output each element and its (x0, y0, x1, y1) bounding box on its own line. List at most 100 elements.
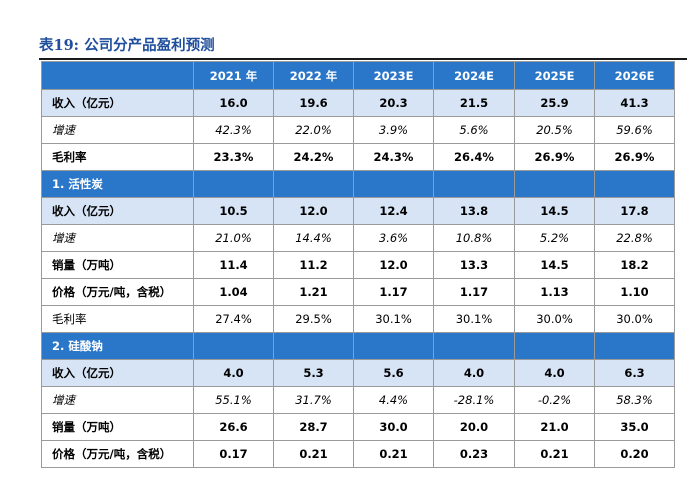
table-cell: 20.0 (433, 413, 515, 441)
table-cell: 1.10 (594, 278, 675, 306)
table-cell: 19.6 (273, 89, 354, 117)
table-cell: 4.0 (193, 359, 274, 387)
table-cell: 1.21 (273, 278, 354, 306)
table-cell: 0.17 (193, 440, 274, 468)
title-rule (39, 58, 687, 60)
table-cell: 13.8 (433, 197, 515, 225)
section-cell (353, 332, 434, 360)
table-cell: 10.5 (193, 197, 274, 225)
section-cell (514, 332, 595, 360)
header-corner (41, 61, 194, 90)
row-label: 收入（亿元） (41, 197, 194, 225)
table-cell: 12.0 (273, 197, 354, 225)
section-label: 1. 活性炭 (41, 170, 194, 198)
table-cell: 5.3 (273, 359, 354, 387)
table-body: 2021 年 2022 年 2023E 2024E 2025E 2026E 收入… (41, 61, 675, 468)
table-cell: 55.1% (193, 386, 274, 414)
table-cell: 1.17 (433, 278, 515, 306)
section-cell (594, 332, 675, 360)
section-cell (273, 332, 354, 360)
table-cell: 12.0 (353, 251, 434, 279)
table-cell: -0.2% (514, 386, 595, 414)
section-cell (433, 332, 515, 360)
header-row: 2021 年 2022 年 2023E 2024E 2025E 2026E (41, 61, 675, 90)
table-cell: 11.4 (193, 251, 274, 279)
table-cell: 5.6 (353, 359, 434, 387)
row-label: 价格（万元/吨，含税） (41, 440, 194, 468)
row-label: 销量（万吨） (41, 413, 194, 441)
section-cell (514, 170, 595, 198)
table-cell: 26.9% (594, 143, 675, 171)
row-label: 销量（万吨） (41, 251, 194, 279)
table-row: 增速 42.3% 22.0% 3.9% 5.6% 20.5% 59.6% (41, 116, 675, 144)
table-cell: 30.1% (433, 305, 515, 333)
table-cell: 24.2% (273, 143, 354, 171)
table-cell: 23.3% (193, 143, 274, 171)
table-cell: 21.5 (433, 89, 515, 117)
table-cell: 30.0% (514, 305, 595, 333)
table-cell: 14.5 (514, 251, 595, 279)
table-cell: 26.4% (433, 143, 515, 171)
row-label: 毛利率 (41, 143, 194, 171)
row-label: 收入（亿元） (41, 89, 194, 117)
table-row: 收入（亿元） 4.0 5.3 5.6 4.0 4.0 6.3 (41, 359, 675, 387)
table-cell: 12.4 (353, 197, 434, 225)
table-cell: 6.3 (594, 359, 675, 387)
table-row: 增速 55.1% 31.7% 4.4% -28.1% -0.2% 58.3% (41, 386, 675, 414)
table-cell: 3.6% (353, 224, 434, 252)
table-cell: 26.9% (514, 143, 595, 171)
table-cell: 1.13 (514, 278, 595, 306)
table-row: 销量（万吨） 26.6 28.7 30.0 20.0 21.0 35.0 (41, 413, 675, 441)
table-cell: 41.3 (594, 89, 675, 117)
table-cell: 5.6% (433, 116, 515, 144)
table-cell: 26.6 (193, 413, 274, 441)
section-cell (193, 170, 274, 198)
table-cell: -28.1% (433, 386, 515, 414)
table-cell: 22.8% (594, 224, 675, 252)
table-cell: 5.2% (514, 224, 595, 252)
table-cell: 16.0 (193, 89, 274, 117)
row-label: 增速 (41, 386, 194, 414)
table-cell: 27.4% (193, 305, 274, 333)
col-header: 2024E (433, 61, 515, 90)
table-cell: 22.0% (273, 116, 354, 144)
table-row: 价格（万元/吨，含税） 1.04 1.21 1.17 1.17 1.13 1.10 (41, 278, 675, 306)
table-cell: 3.9% (353, 116, 434, 144)
table-cell: 4.4% (353, 386, 434, 414)
table-cell: 20.3 (353, 89, 434, 117)
table-cell: 14.4% (273, 224, 354, 252)
col-header: 2025E (514, 61, 595, 90)
table-cell: 31.7% (273, 386, 354, 414)
table-row: 收入（亿元） 16.0 19.6 20.3 21.5 25.9 41.3 (41, 89, 675, 117)
table-cell: 4.0 (514, 359, 595, 387)
table-cell: 4.0 (433, 359, 515, 387)
table-cell: 42.3% (193, 116, 274, 144)
table-row: 毛利率 27.4% 29.5% 30.1% 30.1% 30.0% 30.0% (41, 305, 675, 333)
section-row: 1. 活性炭 (41, 170, 675, 198)
row-label: 毛利率 (41, 305, 194, 333)
col-header: 2026E (594, 61, 675, 90)
section-cell (273, 170, 354, 198)
table-cell: 0.20 (594, 440, 675, 468)
table-cell: 20.5% (514, 116, 595, 144)
table-cell: 25.9 (514, 89, 595, 117)
forecast-table: 2021 年 2022 年 2023E 2024E 2025E 2026E 收入… (41, 61, 675, 468)
table-row: 收入（亿元） 10.5 12.0 12.4 13.8 14.5 17.8 (41, 197, 675, 225)
table-row: 销量（万吨） 11.4 11.2 12.0 13.3 14.5 18.2 (41, 251, 675, 279)
row-label: 价格（万元/吨，含税） (41, 278, 194, 306)
row-label: 增速 (41, 224, 194, 252)
table-cell: 59.6% (594, 116, 675, 144)
table-cell: 24.3% (353, 143, 434, 171)
col-header: 2021 年 (193, 61, 274, 90)
table-cell: 13.3 (433, 251, 515, 279)
table-cell: 30.0% (594, 305, 675, 333)
table-cell: 1.04 (193, 278, 274, 306)
table-cell: 11.2 (273, 251, 354, 279)
table-cell: 35.0 (594, 413, 675, 441)
table-cell: 1.17 (353, 278, 434, 306)
table-cell: 18.2 (594, 251, 675, 279)
col-header: 2023E (353, 61, 434, 90)
table-cell: 28.7 (273, 413, 354, 441)
table-cell: 0.23 (433, 440, 515, 468)
table-row: 毛利率 23.3% 24.2% 24.3% 26.4% 26.9% 26.9% (41, 143, 675, 171)
